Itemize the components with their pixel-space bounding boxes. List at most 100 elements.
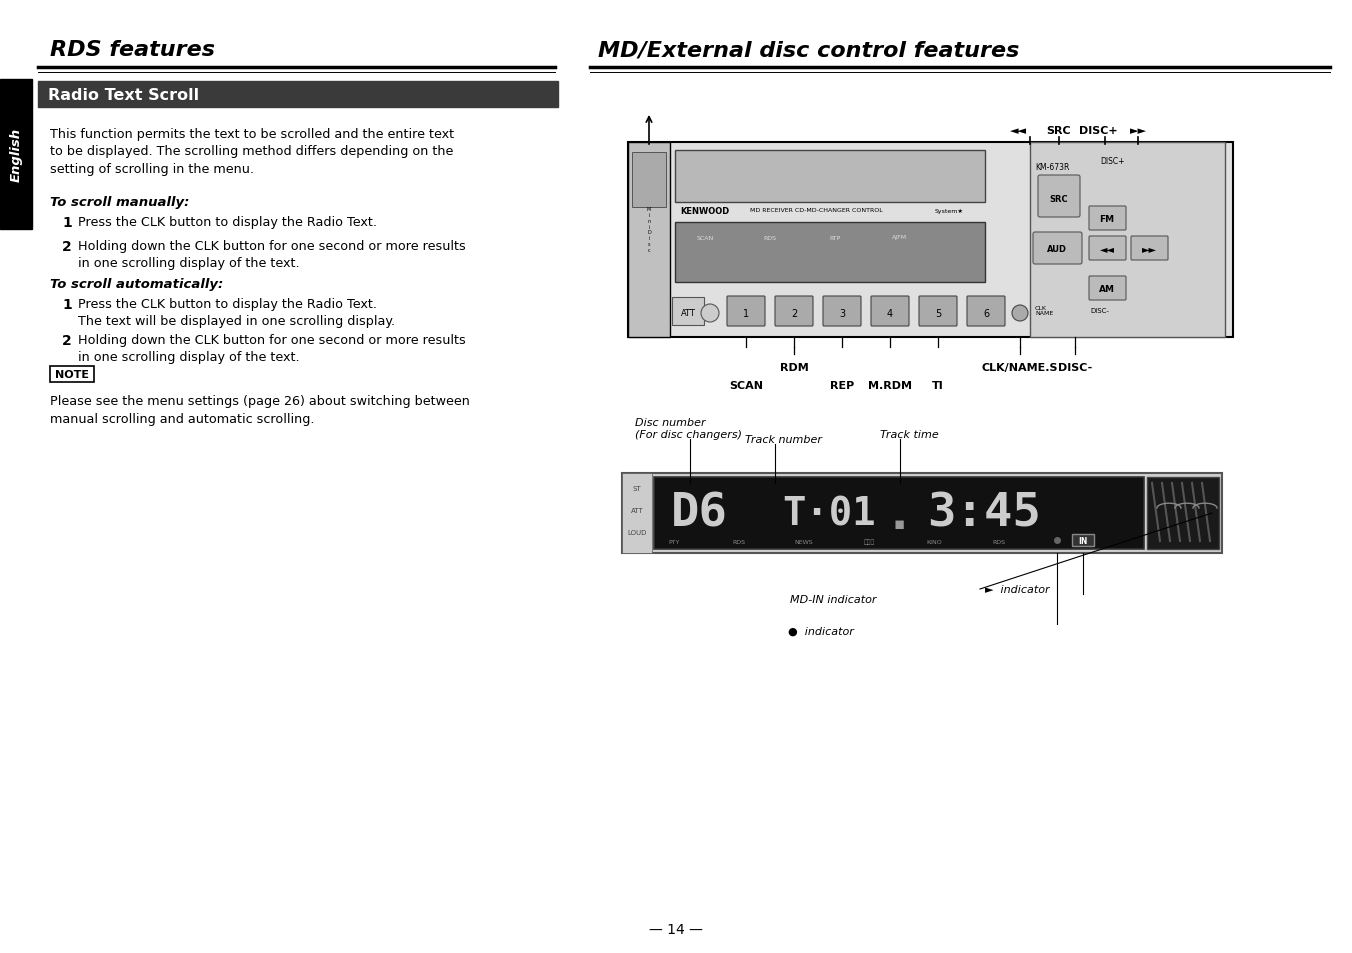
Text: 3: 3 [840, 309, 845, 318]
Bar [675, 223, 986, 283]
Bar [0, 80, 32, 230]
Text: IN: IN [1079, 536, 1088, 545]
Circle shape [1013, 306, 1028, 322]
Text: MD-IN indicator: MD-IN indicator [790, 595, 876, 604]
Text: RTP: RTP [829, 235, 841, 240]
Text: Holding down the CLK button for one second or more results
in one scrolling disp: Holding down the CLK button for one seco… [78, 240, 465, 271]
FancyBboxPatch shape [1088, 236, 1126, 261]
Text: TI: TI [932, 380, 944, 391]
Text: KENWOOD: KENWOOD [680, 206, 729, 215]
Text: English: English [9, 128, 23, 182]
Text: ►►: ►► [1141, 244, 1156, 253]
FancyBboxPatch shape [775, 296, 813, 327]
Text: This function permits the text to be scrolled and the entire text
to be displaye: This function permits the text to be scr… [50, 128, 454, 175]
Text: AM: AM [1099, 284, 1115, 294]
Text: DISC-: DISC- [1090, 308, 1109, 314]
Text: D6: D6 [671, 491, 727, 536]
FancyBboxPatch shape [967, 296, 1005, 327]
Text: Holding down the CLK button for one second or more results
in one scrolling disp: Holding down the CLK button for one seco… [78, 334, 465, 364]
Text: System★: System★ [936, 208, 964, 213]
FancyBboxPatch shape [1038, 175, 1080, 218]
Text: 1: 1 [62, 297, 72, 312]
Text: AJFM: AJFM [892, 235, 907, 240]
Bar [654, 477, 1144, 550]
Text: M.RDM: M.RDM [868, 380, 913, 391]
Bar [627, 143, 671, 337]
Text: ATT: ATT [680, 309, 695, 318]
Text: ▪: ▪ [894, 515, 904, 533]
Text: Track time: Track time [880, 430, 938, 439]
Text: RDM: RDM [780, 363, 808, 373]
Text: M
i
n
i
D
i
s
c: M i n i D i s c [646, 207, 652, 253]
Text: T·01: T·01 [783, 495, 876, 533]
Text: 4: 4 [887, 309, 894, 318]
FancyBboxPatch shape [1033, 233, 1082, 265]
Bar [622, 474, 652, 554]
Text: 3:45: 3:45 [927, 491, 1041, 536]
FancyBboxPatch shape [1132, 236, 1168, 261]
Text: LOUD: LOUD [627, 530, 646, 536]
Text: 2: 2 [791, 309, 798, 318]
Text: KINO: KINO [926, 539, 942, 544]
Bar [631, 154, 667, 165]
FancyBboxPatch shape [823, 296, 861, 327]
FancyBboxPatch shape [1088, 207, 1126, 231]
Text: RDS: RDS [733, 539, 745, 544]
Text: MD RECEIVER CD-MD-CHANGER CONTROL: MD RECEIVER CD-MD-CHANGER CONTROL [750, 209, 883, 213]
FancyBboxPatch shape [1088, 276, 1126, 301]
Text: To scroll manually:: To scroll manually: [50, 195, 189, 209]
Text: 外山山: 外山山 [864, 538, 875, 544]
Text: SRC: SRC [1049, 194, 1068, 203]
Bar [672, 297, 704, 326]
Bar [631, 152, 667, 208]
Text: Please see the menu settings (page 26) about switching between
manual scrolling : Please see the menu settings (page 26) a… [50, 395, 470, 425]
Text: REP: REP [830, 380, 854, 391]
Text: DISC-: DISC- [1057, 363, 1092, 373]
Bar [50, 367, 95, 382]
Text: NEWS: NEWS [795, 539, 814, 544]
Text: KM-673R: KM-673R [1036, 163, 1069, 172]
Text: — 14 —: — 14 — [649, 923, 703, 936]
Text: Track number: Track number [745, 435, 822, 444]
Text: To scroll automatically:: To scroll automatically: [50, 277, 223, 291]
Bar [675, 151, 986, 203]
Circle shape [1037, 306, 1053, 322]
Text: 6: 6 [983, 309, 990, 318]
Text: ●  indicator: ● indicator [788, 626, 854, 637]
Text: PTY: PTY [668, 539, 680, 544]
Text: 1: 1 [62, 215, 72, 230]
Text: 2: 2 [62, 240, 72, 253]
Text: 2: 2 [62, 334, 72, 348]
Text: CLK
NAME: CLK NAME [1036, 305, 1053, 316]
Text: ATT: ATT [630, 507, 644, 514]
Text: ST: ST [633, 485, 641, 492]
Bar [1030, 143, 1225, 337]
Bar [38, 82, 558, 108]
Text: Radio Text Scroll: Radio Text Scroll [49, 88, 199, 102]
Bar [1146, 477, 1220, 550]
Text: CLK/NAME.S: CLK/NAME.S [982, 363, 1059, 373]
Text: ►  indicator: ► indicator [986, 584, 1049, 595]
Text: 5: 5 [934, 309, 941, 318]
Text: SCAN: SCAN [696, 235, 714, 240]
Text: Press the CLK button to display the Radio Text.: Press the CLK button to display the Radi… [78, 215, 377, 229]
Text: 1: 1 [744, 309, 749, 318]
FancyBboxPatch shape [919, 296, 957, 327]
FancyBboxPatch shape [727, 296, 765, 327]
Text: FM: FM [1099, 214, 1114, 223]
Text: DISC+: DISC+ [1101, 156, 1125, 165]
Text: RDS: RDS [992, 539, 1006, 544]
FancyBboxPatch shape [871, 296, 909, 327]
Text: RDS features: RDS features [50, 40, 215, 60]
Text: SRC: SRC [1046, 126, 1071, 136]
Text: RDS: RDS [764, 235, 776, 240]
Text: SCAN: SCAN [729, 380, 763, 391]
Text: MD/External disc control features: MD/External disc control features [598, 40, 1019, 60]
Text: ◄◄: ◄◄ [1010, 126, 1026, 136]
Text: NOTE: NOTE [55, 370, 89, 379]
Text: ►►: ►► [1129, 126, 1146, 136]
Circle shape [700, 305, 719, 323]
Bar [1072, 535, 1094, 546]
Bar [627, 143, 1233, 337]
Text: DISC+: DISC+ [1079, 126, 1117, 136]
